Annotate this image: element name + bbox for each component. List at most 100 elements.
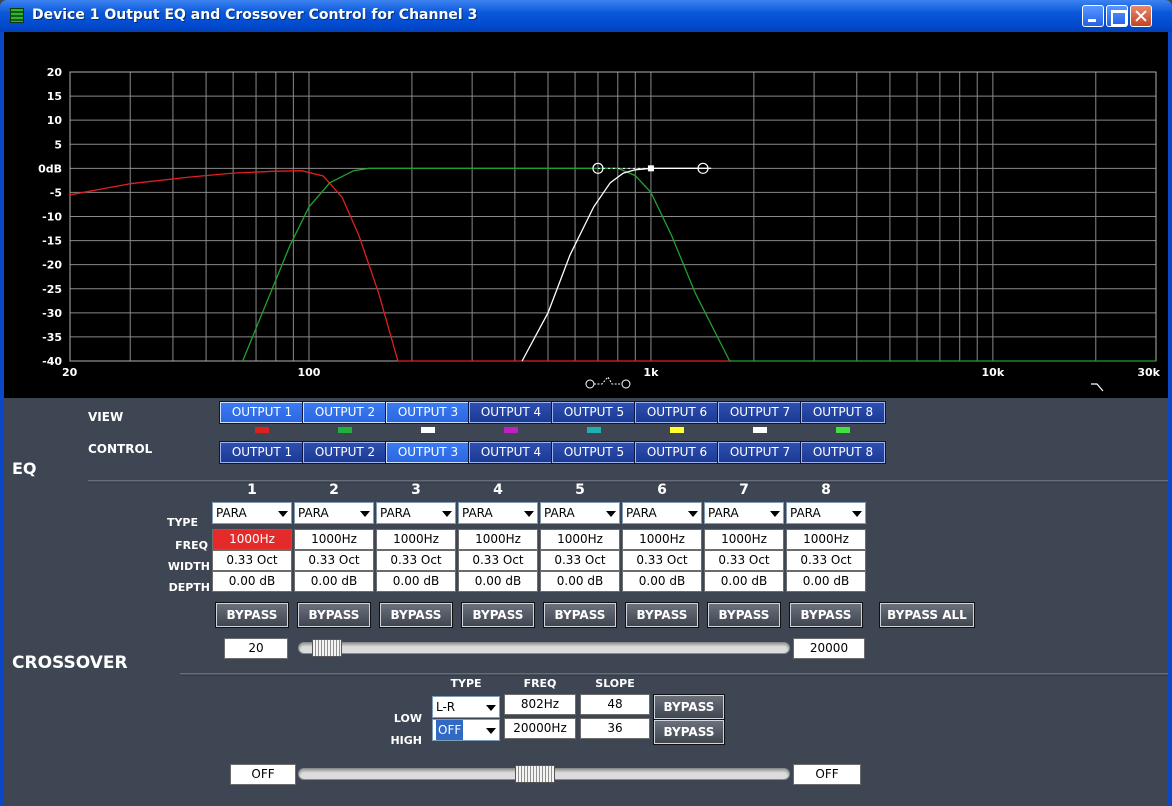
band-2-depth-field[interactable]: 0.00 dB [294,571,374,592]
band-7-freq-field[interactable]: 1000Hz [704,529,784,550]
maximize-button[interactable] [1106,5,1128,27]
band-8-depth-field[interactable]: 0.00 dB [786,571,866,592]
close-button[interactable] [1130,5,1152,27]
chevron-down-icon[interactable] [482,698,498,716]
eq-range-max-field[interactable]: 20000 [793,638,865,659]
band-2-width-field[interactable]: 0.33 Oct [294,550,374,571]
band-1-width-field[interactable]: 0.33 Oct [212,550,292,571]
view-output-8-button[interactable]: OUTPUT 8 [800,401,886,424]
band-7-width-field[interactable]: 0.33 Oct [704,550,784,571]
band-5-bypass-button[interactable]: BYPASS [543,602,617,628]
crossover-marker-left[interactable] [585,379,595,389]
high-slope-field[interactable]: 36 [580,718,650,739]
chevron-down-icon[interactable] [482,721,498,739]
band-2-freq-field[interactable]: 1000Hz [294,529,374,550]
control-output-8-button[interactable]: OUTPUT 8 [800,441,886,464]
view-output-6-button[interactable]: OUTPUT 6 [634,401,720,424]
band-5-type-select[interactable]: PARA [540,502,620,524]
low-bypass-button[interactable]: BYPASS [653,694,725,720]
band-4-bypass-button[interactable]: BYPASS [461,602,535,628]
band-8-bypass-button[interactable]: BYPASS [789,602,863,628]
band-1-depth-field[interactable]: 0.00 dB [212,571,292,592]
view-output-5-button[interactable]: OUTPUT 5 [551,401,637,424]
eq-width-handle-right[interactable] [697,162,709,174]
view-output-1-button[interactable]: OUTPUT 1 [219,401,305,424]
view-output-4-button[interactable]: OUTPUT 4 [468,401,554,424]
band-5-freq-field[interactable]: 1000Hz [540,529,620,550]
band-5-width-field[interactable]: 0.33 Oct [540,550,620,571]
eq-center-handle[interactable] [647,165,654,172]
control-output-4-button[interactable]: OUTPUT 4 [468,441,554,464]
band-2-type-select[interactable]: PARA [294,502,374,524]
chevron-down-icon[interactable] [520,504,536,522]
band-6-freq-field[interactable]: 1000Hz [622,529,702,550]
band-4-width-field[interactable]: 0.33 Oct [458,550,538,571]
chevron-down-icon[interactable] [356,504,372,522]
band-3-width-field[interactable]: 0.33 Oct [376,550,456,571]
band-3-depth-field[interactable]: 0.00 dB [376,571,456,592]
crossover-tab[interactable]: CROSSOVER [4,646,180,678]
eq-tab[interactable]: EQ [4,452,88,484]
band-7-bypass-button[interactable]: BYPASS [707,602,781,628]
band-5-depth-field[interactable]: 0.00 dB [540,571,620,592]
minimize-button[interactable] [1082,5,1104,27]
high-type-select[interactable]: OFF [432,719,500,741]
control-output-1-button[interactable]: OUTPUT 1 [219,441,305,464]
crossover-range-max-field[interactable]: OFF [793,764,861,785]
band-6-width-field[interactable]: 0.33 Oct [622,550,702,571]
low-freq-field[interactable]: 802Hz [504,694,576,715]
eq-frequency-slider[interactable] [298,638,790,658]
band-4-depth-field[interactable]: 0.00 dB [458,571,538,592]
band-3-bypass-button[interactable]: BYPASS [379,602,453,628]
eq-range-min-field[interactable]: 20 [224,638,288,659]
low-type-select[interactable]: L-R [432,696,500,718]
low-slope-field[interactable]: 48 [580,694,650,715]
band-1-bypass-button[interactable]: BYPASS [215,602,289,628]
chevron-down-icon[interactable] [766,504,782,522]
control-output-6-button[interactable]: OUTPUT 6 [634,441,720,464]
band-6-bypass-button[interactable]: BYPASS [625,602,699,628]
band-3-freq-field[interactable]: 1000Hz [376,529,456,550]
control-output-7-button[interactable]: OUTPUT 7 [717,441,803,464]
chevron-down-icon[interactable] [602,504,618,522]
band-1-type-select[interactable]: PARA [212,502,292,524]
band-4-type-select[interactable]: PARA [458,502,538,524]
band-7-depth-field[interactable]: 0.00 dB [704,571,784,592]
high-bypass-button[interactable]: BYPASS [653,719,725,745]
band-8-freq-field[interactable]: 1000Hz [786,529,866,550]
band-6-depth-field[interactable]: 0.00 dB [622,571,702,592]
window-frame-left [0,32,4,806]
chevron-down-icon[interactable] [684,504,700,522]
slope-icon[interactable] [1091,383,1104,392]
band-1-freq-field[interactable]: 1000Hz [212,529,292,550]
bypass-all-button[interactable]: BYPASS ALL [879,602,975,628]
band-8-width-field[interactable]: 0.33 Oct [786,550,866,571]
view-output-3-button[interactable]: OUTPUT 3 [385,401,471,424]
crossover-slider-thumb[interactable] [514,765,555,783]
view-output-2-button[interactable]: OUTPUT 2 [302,401,388,424]
eq-response-graph[interactable]: 20 15 10 5 0dB -5 -10 -15 -20 -25 -30 -35 -40 20 100 1k… [4,32,1168,398]
crossover-range-min-field[interactable]: OFF [230,764,296,785]
control-output-3-button[interactable]: OUTPUT 3 [385,441,471,464]
control-output-2-button[interactable]: OUTPUT 2 [302,441,388,464]
band-7-number: 7 [739,482,749,498]
band-5-number: 5 [575,482,585,498]
eq-width-handle-left[interactable] [592,162,604,174]
band-6-type-select[interactable]: PARA [622,502,702,524]
band-7-type-select[interactable]: PARA [704,502,784,524]
control-output-5-button[interactable]: OUTPUT 5 [551,441,637,464]
eq-slider-thumb[interactable] [311,639,342,657]
crossover-type-header: TYPE [450,677,482,690]
crossover-slider[interactable] [298,764,790,784]
chevron-down-icon[interactable] [848,504,864,522]
chevron-down-icon[interactable] [438,504,454,522]
band-4-freq-field[interactable]: 1000Hz [458,529,538,550]
band-2-bypass-button[interactable]: BYPASS [297,602,371,628]
chevron-down-icon[interactable] [274,504,290,522]
band-8-type-select[interactable]: PARA [786,502,866,524]
view-output-7-button[interactable]: OUTPUT 7 [717,401,803,424]
band-3-type-select[interactable]: PARA [376,502,456,524]
crossover-marker-right[interactable] [621,379,631,389]
high-freq-field[interactable]: 20000Hz [504,718,576,739]
